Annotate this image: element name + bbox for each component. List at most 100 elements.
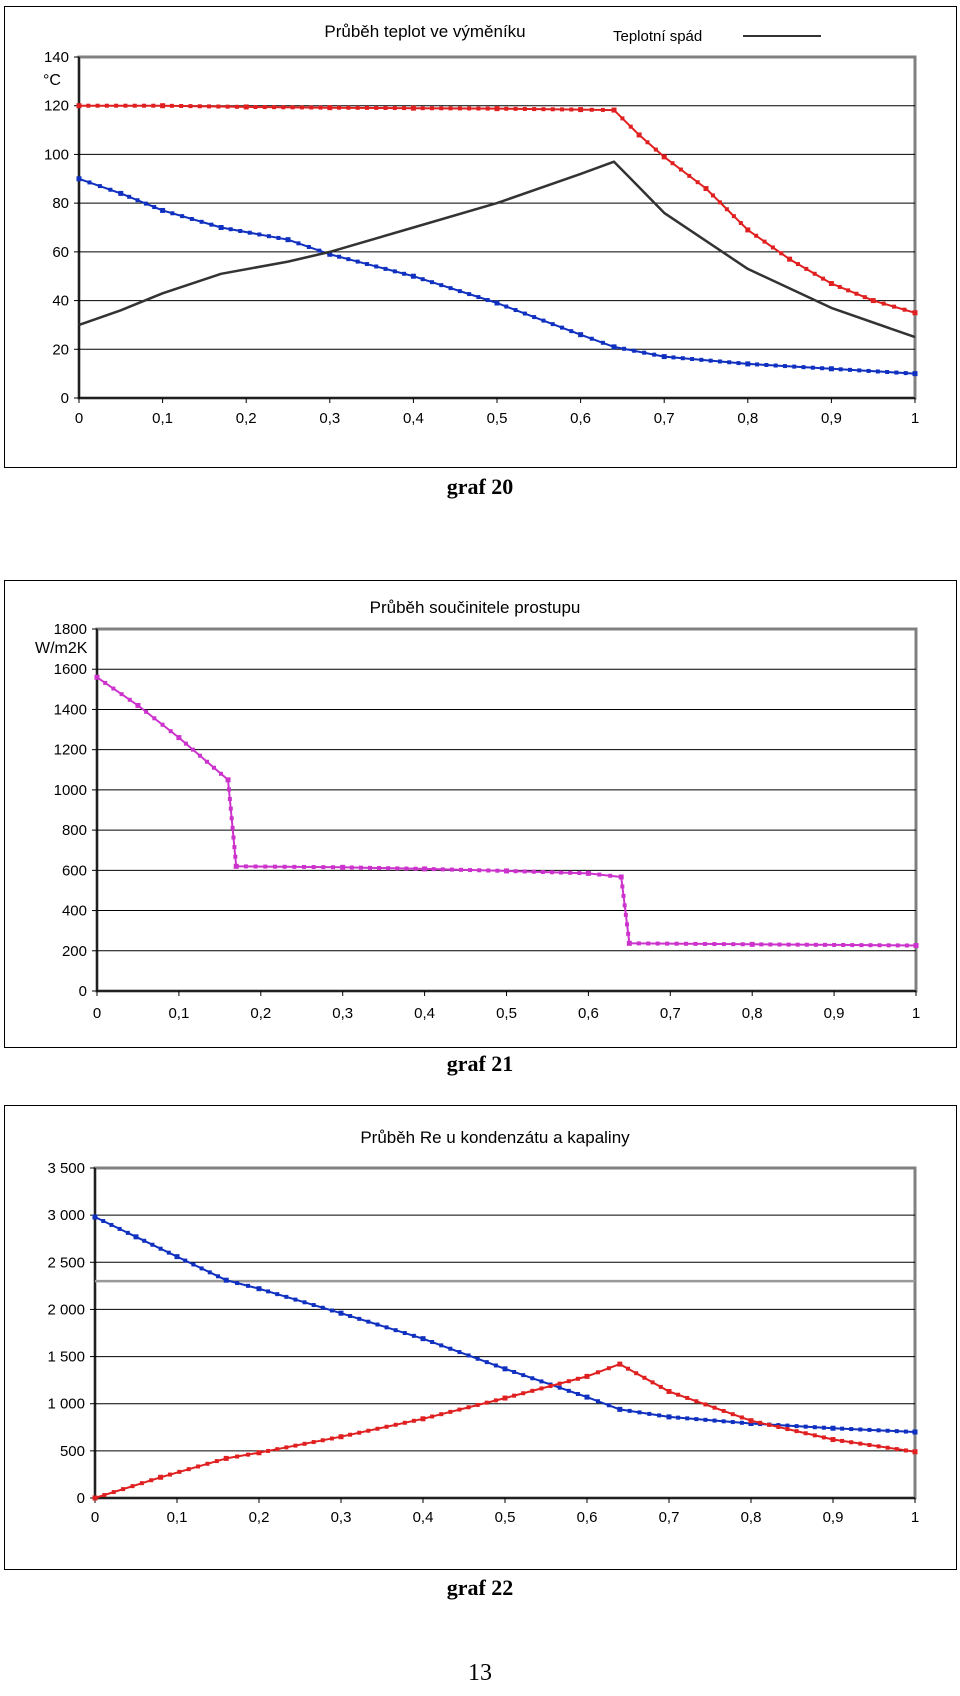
series-marker: [142, 1238, 147, 1243]
series-point: [410, 105, 416, 111]
series-point: [243, 104, 249, 110]
series-marker: [109, 1222, 114, 1227]
x-tick-label: 0,9: [823, 1509, 844, 1526]
x-tick-label: 0,8: [741, 1509, 762, 1526]
series-marker: [292, 864, 297, 869]
series-marker: [875, 369, 880, 374]
series-marker: [881, 301, 886, 306]
series-point: [617, 1406, 623, 1412]
series-marker: [532, 315, 537, 320]
series-marker: [358, 865, 363, 870]
series-marker: [754, 233, 759, 238]
y-tick-label: 20: [52, 341, 69, 358]
series-marker: [97, 184, 102, 189]
series-marker: [541, 318, 546, 323]
series-marker: [867, 1427, 872, 1432]
series-marker: [169, 103, 174, 108]
series-marker: [226, 787, 231, 792]
series-marker: [216, 1274, 220, 1279]
series-marker: [693, 941, 698, 946]
series-marker: [183, 741, 188, 746]
series-marker: [876, 1428, 881, 1433]
series-marker: [642, 350, 647, 355]
series-marker: [550, 107, 555, 112]
series-marker: [337, 254, 342, 259]
series-point: [94, 674, 100, 680]
series-marker: [476, 295, 481, 300]
series-marker: [132, 103, 137, 108]
series-marker: [152, 205, 157, 210]
series-marker: [366, 1319, 371, 1324]
series-marker: [374, 105, 379, 110]
series-marker: [557, 1381, 562, 1386]
series-marker: [189, 216, 194, 221]
series-marker: [606, 1403, 611, 1408]
series-marker: [281, 105, 286, 110]
series-point: [745, 227, 751, 233]
series-marker: [199, 1266, 204, 1271]
x-tick-label: 0,2: [236, 410, 257, 427]
series-point: [338, 1434, 344, 1440]
x-tick-label: 0,7: [660, 1005, 681, 1022]
series-marker: [803, 1424, 808, 1429]
plot-area: [95, 627, 918, 993]
series-point: [870, 298, 876, 304]
series-marker: [600, 107, 605, 112]
series-marker: [86, 103, 91, 108]
series-point: [666, 1414, 672, 1420]
series-marker: [569, 107, 574, 112]
series-marker: [812, 271, 817, 276]
series-marker: [568, 870, 573, 875]
series-marker: [803, 1431, 808, 1436]
series-marker: [228, 227, 233, 232]
y-tick-label: 100: [44, 146, 69, 163]
series-marker: [694, 1399, 699, 1404]
series-marker: [867, 1442, 872, 1447]
x-tick-label: 0,9: [824, 1005, 845, 1022]
chart-title: Průběh Re u kondenzátu a kapaliny: [360, 1128, 630, 1147]
series-0: [94, 674, 919, 949]
series-marker: [296, 241, 301, 246]
series-point: [340, 864, 346, 870]
series-marker: [404, 866, 409, 871]
series-point: [174, 1254, 180, 1260]
series-marker: [894, 1447, 899, 1452]
series-marker: [702, 941, 707, 946]
x-tick-label: 0: [91, 1509, 99, 1526]
series-1: [76, 176, 918, 377]
series-point: [611, 344, 617, 350]
series-marker: [393, 1422, 398, 1427]
series-marker: [795, 942, 800, 947]
series-marker: [448, 1409, 453, 1414]
series-marker: [885, 370, 890, 375]
series-marker: [665, 941, 670, 946]
series-marker: [606, 1366, 611, 1371]
series-1: [92, 1361, 918, 1501]
chart-caption-graf21: graf 21: [446, 1051, 514, 1076]
series-marker: [764, 362, 769, 367]
y-tick-label: 1600: [54, 661, 87, 678]
series-marker: [486, 868, 491, 873]
chart-graf20: 0 20 40 60 80 100 120 140 0 0,1 0,2 0,3 0,4 0,5 0,6 0,7…: [43, 22, 919, 427]
series-marker: [730, 1420, 735, 1425]
series-marker: [190, 747, 195, 752]
series-marker: [550, 870, 554, 875]
series-marker: [854, 291, 859, 296]
series-marker: [311, 1440, 316, 1445]
y-tick-label: 1000: [54, 782, 87, 799]
series-point: [912, 1449, 918, 1455]
series-marker: [785, 1423, 790, 1428]
series-marker: [589, 336, 594, 341]
series-marker: [653, 147, 658, 152]
series-marker: [671, 355, 676, 360]
series-marker: [87, 180, 92, 185]
series-marker: [626, 1366, 630, 1371]
series-marker: [301, 864, 306, 869]
series-marker: [559, 870, 564, 875]
series-marker: [721, 1419, 726, 1424]
series-point: [256, 1286, 262, 1292]
series-marker: [420, 277, 425, 282]
x-tick-label: 0,6: [578, 1005, 599, 1022]
series-marker: [214, 1459, 219, 1464]
series-marker: [468, 868, 473, 873]
